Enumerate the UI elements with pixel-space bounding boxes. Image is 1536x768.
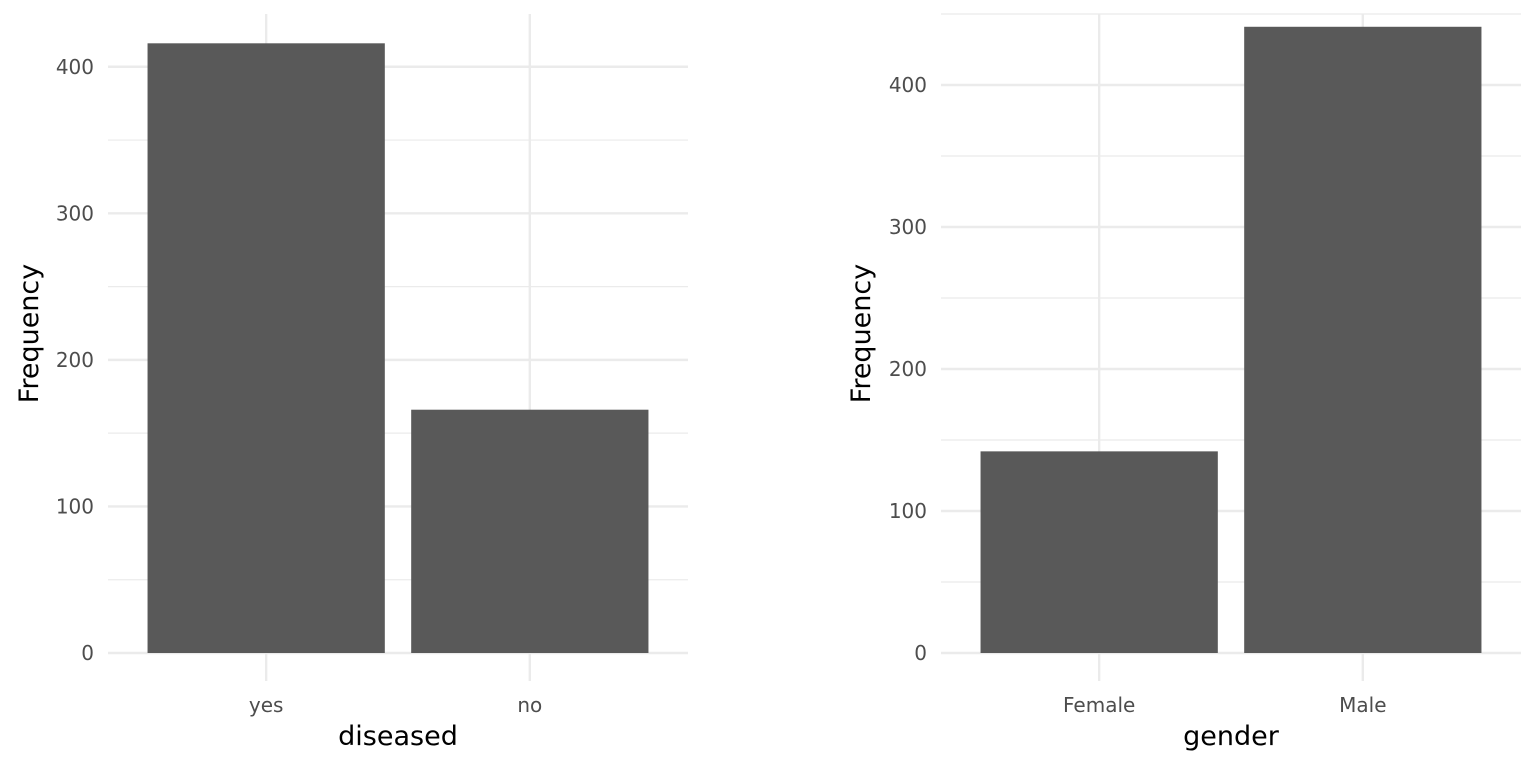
bar-female	[980, 451, 1218, 653]
y-tick-labels: 0 100 200 300 400	[56, 55, 94, 665]
x-tick-label: yes	[249, 693, 284, 717]
y-tick-label: 200	[56, 348, 94, 372]
bars	[980, 26, 1482, 653]
y-tick-label: 0	[81, 641, 94, 665]
x-tick-labels: yes no	[249, 693, 542, 717]
y-tick-label: 100	[56, 494, 94, 518]
y-tick-label: 400	[56, 55, 94, 79]
y-tick-label: 200	[889, 357, 927, 381]
x-axis-title: gender	[1183, 721, 1280, 752]
y-tick-label: 0	[914, 641, 927, 665]
x-tick-label: Female	[1063, 693, 1135, 717]
x-tick-labels: Female Male	[1063, 693, 1386, 717]
diseased-bar-chart: 0 100 200 300 400 yes no diseased Frequency	[14, 14, 688, 752]
bar-male	[1244, 26, 1482, 653]
y-tick-label: 100	[889, 499, 927, 523]
y-tick-labels: 0 100 200 300 400	[889, 73, 927, 665]
y-axis-title: Frequency	[846, 264, 877, 404]
x-tick-label: no	[517, 693, 542, 717]
gender-bar-chart: 0 100 200 300 400 Female Male gender Frequenc…	[846, 13, 1521, 752]
bar-no	[411, 409, 649, 653]
y-axis-title: Frequency	[14, 264, 45, 404]
x-axis-title: diseased	[338, 721, 458, 752]
y-tick-label: 300	[889, 215, 927, 239]
y-tick-label: 300	[56, 201, 94, 225]
bars	[147, 43, 649, 653]
y-tick-label: 400	[889, 73, 927, 97]
bar-yes	[147, 43, 385, 653]
x-tick-label: Male	[1339, 693, 1386, 717]
